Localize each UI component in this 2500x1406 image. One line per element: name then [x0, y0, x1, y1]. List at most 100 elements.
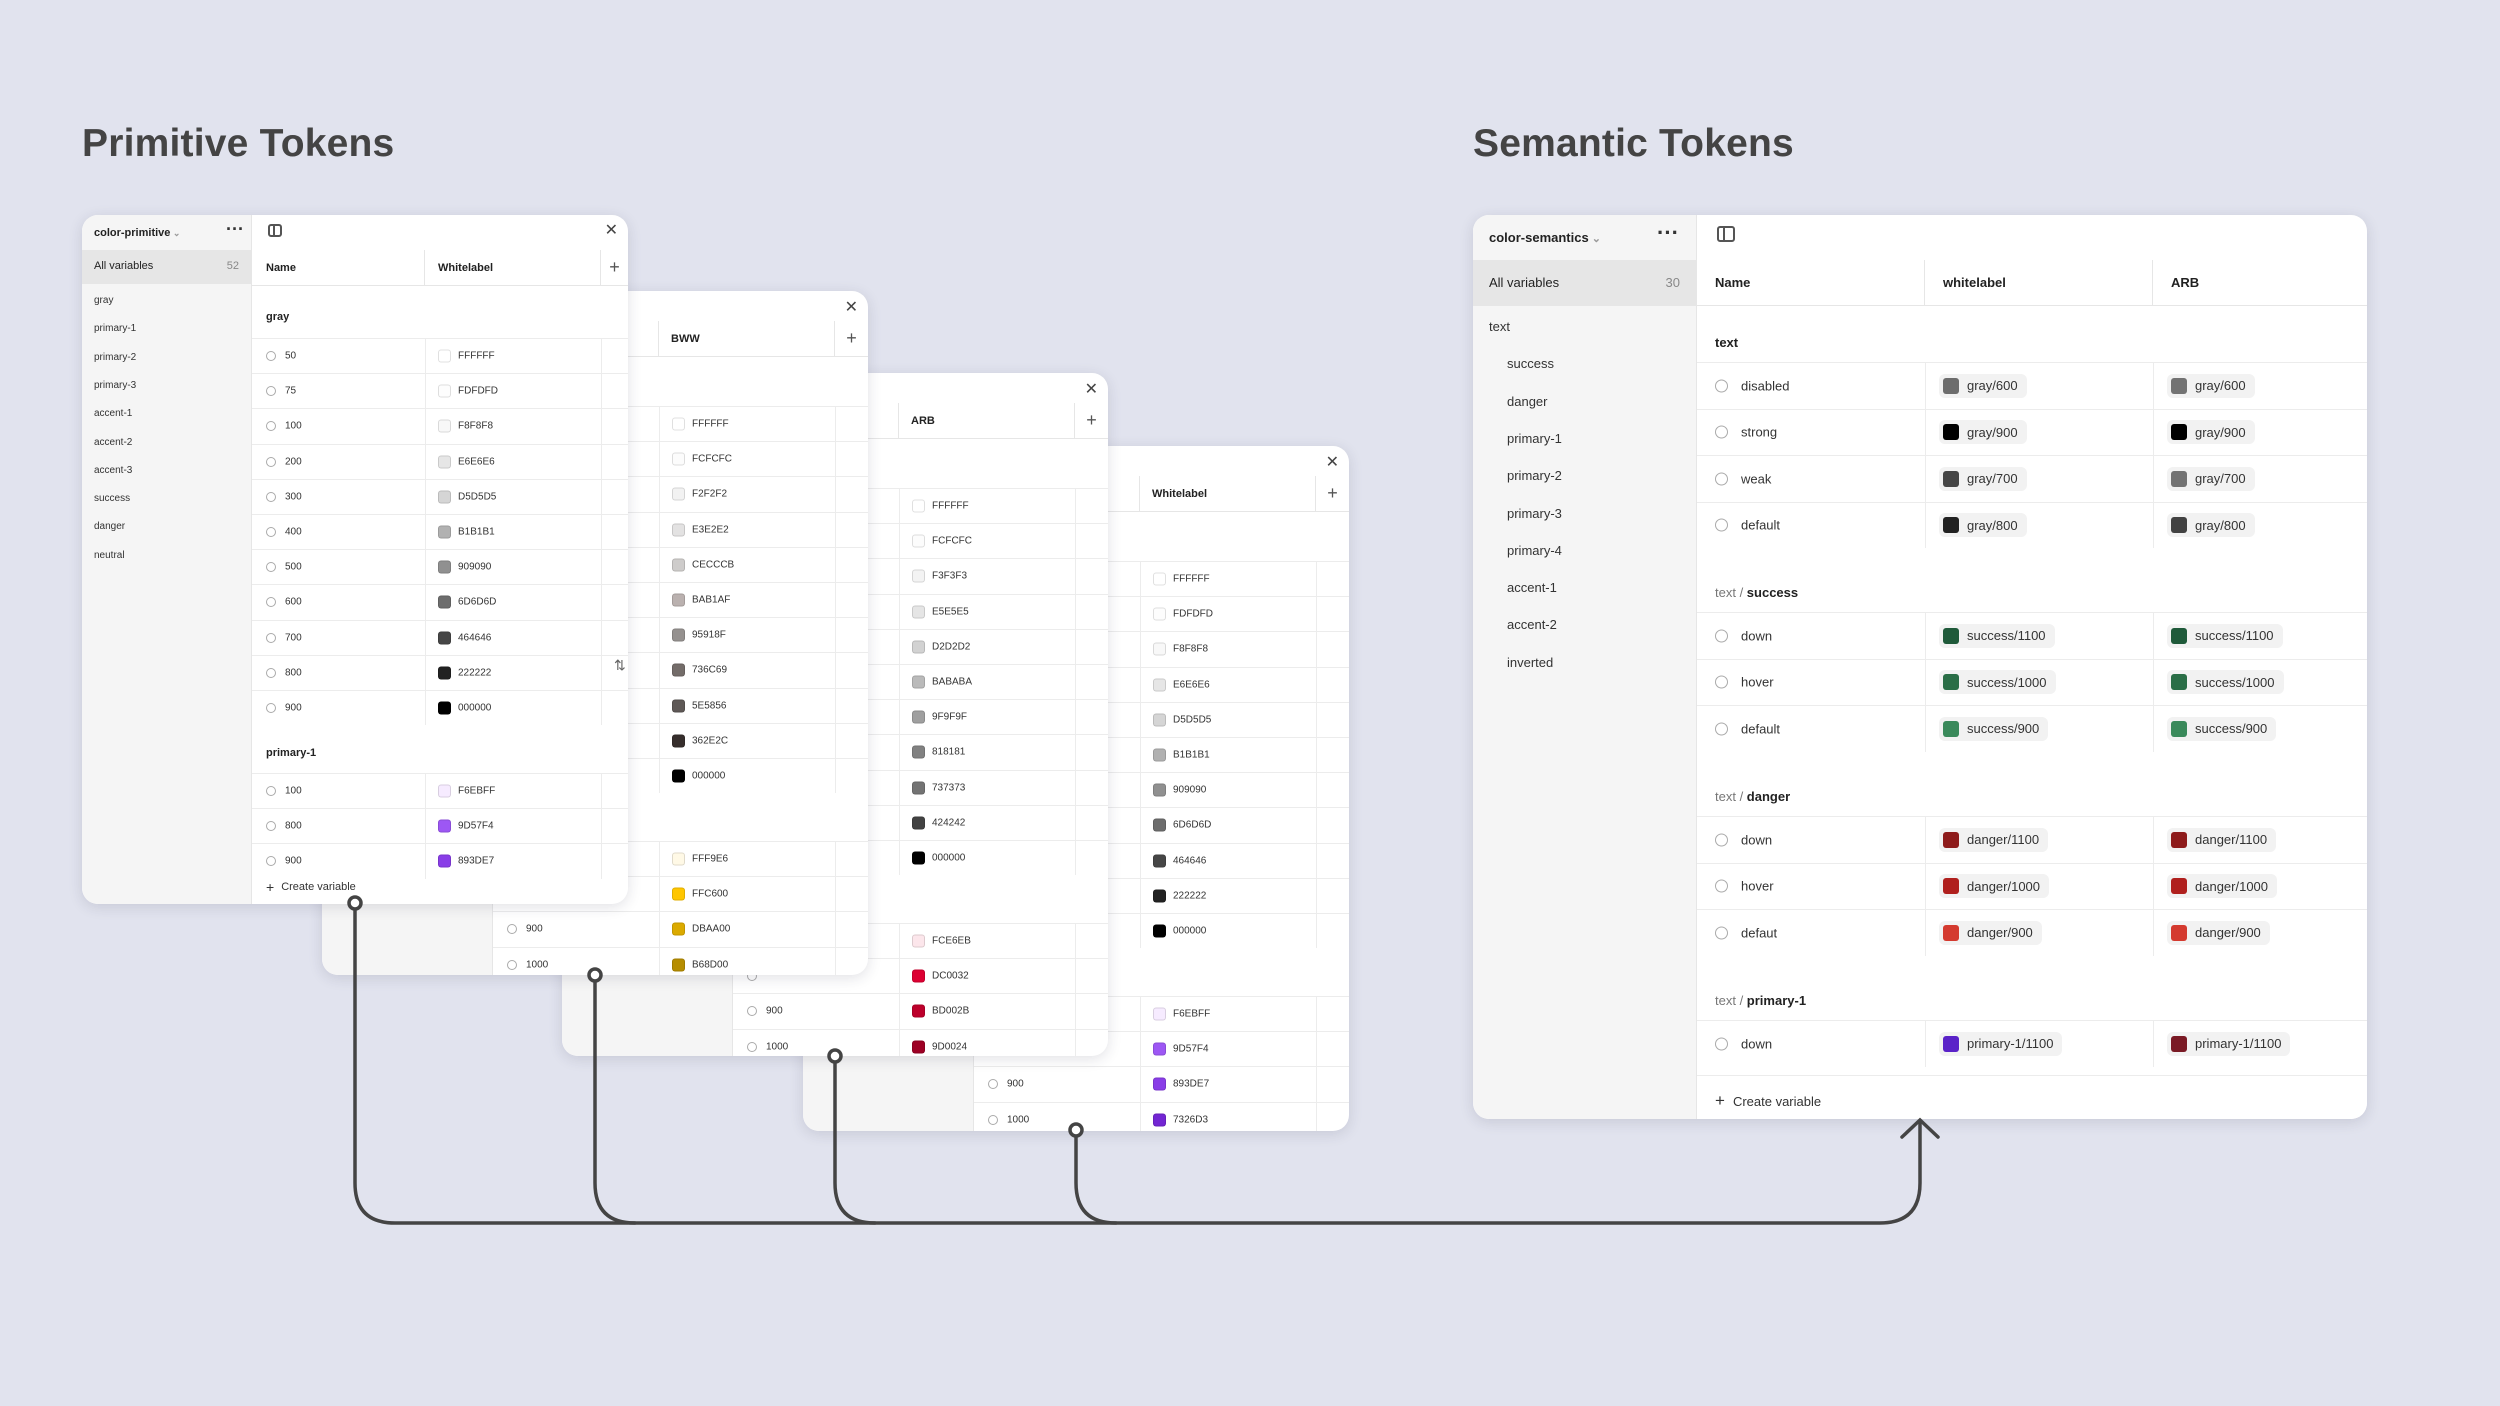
- table-row[interactable]: 600 6D6D6D: [252, 584, 628, 620]
- sidebar-group-item[interactable]: primary-2: [94, 351, 137, 363]
- alias-chip[interactable]: success/1000: [2167, 670, 2284, 695]
- color-swatch[interactable]: [672, 523, 685, 537]
- color-swatch[interactable]: [912, 745, 925, 759]
- more-icon[interactable]: ···: [1657, 220, 1679, 245]
- sidebar-group-item[interactable]: danger: [1507, 393, 1548, 409]
- table-row[interactable]: FCFCFC: [733, 523, 1108, 559]
- table-row[interactable]: 100 F8F8F8: [252, 408, 628, 444]
- table-row[interactable]: 1000 B68D00: [493, 946, 868, 975]
- color-value[interactable]: BD002B: [932, 1005, 970, 1017]
- color-value[interactable]: F8F8F8: [1173, 643, 1209, 655]
- color-value[interactable]: FFF9E6: [692, 853, 729, 865]
- color-value[interactable]: 6D6D6D: [458, 596, 497, 608]
- alias-chip[interactable]: gray/600: [1939, 373, 2027, 398]
- color-value[interactable]: 737373: [932, 782, 966, 794]
- color-value[interactable]: DC0032: [932, 970, 969, 982]
- color-value[interactable]: 736C69: [692, 664, 728, 676]
- table-row[interactable]: 000000: [493, 758, 868, 794]
- color-swatch[interactable]: [1153, 1077, 1166, 1091]
- table-row[interactable]: 95918F: [493, 617, 868, 653]
- table-row[interactable]: 800 222222: [252, 654, 628, 690]
- table-row[interactable]: 500 909090: [252, 549, 628, 585]
- close-icon[interactable]: ✕: [1325, 454, 1339, 471]
- color-value[interactable]: FFFFFF: [692, 418, 729, 430]
- color-value[interactable]: BABABA: [932, 676, 973, 688]
- table-row[interactable]: down success/1100 success/1100: [1697, 612, 2367, 659]
- color-swatch[interactable]: [912, 675, 925, 689]
- color-value[interactable]: B1B1B1: [458, 526, 495, 538]
- color-value[interactable]: FDFDFD: [1173, 608, 1213, 620]
- sidebar-toggle-icon[interactable]: [1717, 226, 1735, 242]
- table-row[interactable]: disabled gray/600 gray/600: [1697, 362, 2367, 409]
- alias-chip[interactable]: success/900: [2167, 716, 2277, 741]
- color-swatch[interactable]: [672, 769, 685, 783]
- color-swatch[interactable]: [438, 560, 451, 574]
- table-row[interactable]: F3F3F3: [733, 558, 1108, 594]
- add-mode-button[interactable]: +: [846, 328, 857, 348]
- color-value[interactable]: 95918F: [692, 629, 726, 641]
- color-swatch[interactable]: [438, 490, 451, 504]
- color-value[interactable]: 7326D3: [1173, 1114, 1209, 1126]
- sidebar-group-item[interactable]: primary-2: [1507, 468, 1562, 484]
- color-swatch[interactable]: [672, 699, 685, 713]
- sidebar-group-item[interactable]: inverted: [1507, 654, 1554, 670]
- color-value[interactable]: 9D57F4: [1173, 1043, 1209, 1055]
- color-swatch[interactable]: [438, 784, 451, 798]
- color-value[interactable]: FFFFFF: [932, 500, 969, 512]
- table-row[interactable]: hover danger/1000 danger/1000: [1697, 862, 2367, 909]
- table-row[interactable]: FFFFFF: [974, 561, 1349, 597]
- table-row[interactable]: 900 000000: [252, 690, 628, 726]
- color-value[interactable]: 5E5856: [692, 700, 727, 712]
- color-swatch[interactable]: [912, 534, 925, 548]
- color-swatch[interactable]: [438, 349, 451, 363]
- color-swatch[interactable]: [912, 969, 925, 983]
- color-value[interactable]: FDFDFD: [458, 385, 498, 397]
- table-row[interactable]: 300 D5D5D5: [252, 478, 628, 514]
- table-row[interactable]: 400 B1B1B1: [252, 514, 628, 550]
- color-swatch[interactable]: [672, 628, 685, 642]
- table-row[interactable]: F2F2F2: [493, 476, 868, 512]
- sidebar-group-item[interactable]: primary-3: [94, 379, 137, 391]
- alias-chip[interactable]: gray/800: [1939, 513, 2027, 538]
- table-row[interactable]: 818181: [733, 734, 1108, 770]
- alias-chip[interactable]: gray/700: [2167, 466, 2255, 491]
- table-row[interactable]: hover success/1000 success/1000: [1697, 658, 2367, 705]
- table-row[interactable]: FFF9E6: [493, 841, 868, 877]
- alias-chip[interactable]: gray/700: [1939, 466, 2027, 491]
- color-value[interactable]: 464646: [458, 632, 492, 644]
- table-row[interactable]: B1B1B1: [974, 737, 1349, 773]
- color-swatch[interactable]: [438, 595, 451, 609]
- table-row[interactable]: 900 DBAA00: [493, 911, 868, 947]
- color-value[interactable]: 222222: [1173, 890, 1207, 902]
- color-value[interactable]: D2D2D2: [932, 641, 971, 653]
- color-value[interactable]: 000000: [932, 852, 966, 864]
- table-row[interactable]: down danger/1100 danger/1100: [1697, 816, 2367, 863]
- color-value[interactable]: 893DE7: [1173, 1078, 1210, 1090]
- color-value[interactable]: E5E5E5: [932, 606, 969, 618]
- table-row[interactable]: weak gray/700 gray/700: [1697, 455, 2367, 502]
- table-row[interactable]: 700 464646: [252, 619, 628, 655]
- table-row[interactable]: E6E6E6: [974, 666, 1349, 702]
- color-swatch[interactable]: [1153, 889, 1166, 903]
- adjust-icon[interactable]: ⇅: [614, 657, 626, 673]
- color-swatch[interactable]: [912, 1004, 925, 1018]
- alias-chip[interactable]: success/1000: [1939, 670, 2056, 695]
- close-icon[interactable]: ✕: [844, 299, 858, 316]
- color-value[interactable]: 893DE7: [458, 855, 495, 867]
- sidebar-group-item[interactable]: accent-1: [94, 408, 133, 420]
- add-mode-button[interactable]: +: [609, 257, 620, 277]
- color-swatch[interactable]: [912, 1040, 925, 1054]
- color-value[interactable]: E3E2E2: [692, 524, 729, 536]
- color-swatch[interactable]: [438, 631, 451, 645]
- table-row[interactable]: defaut danger/900 danger/900: [1697, 909, 2367, 956]
- color-value[interactable]: B1B1B1: [1173, 749, 1210, 761]
- color-swatch[interactable]: [672, 417, 685, 431]
- table-row[interactable]: 222222: [974, 877, 1349, 913]
- color-swatch[interactable]: [912, 569, 925, 583]
- table-row[interactable]: 000000: [974, 913, 1349, 949]
- color-swatch[interactable]: [438, 419, 451, 433]
- color-value[interactable]: 6D6D6D: [1173, 819, 1212, 831]
- table-row[interactable]: 6D6D6D: [974, 807, 1349, 843]
- table-row[interactable]: BABABA: [733, 664, 1108, 700]
- color-swatch[interactable]: [672, 593, 685, 607]
